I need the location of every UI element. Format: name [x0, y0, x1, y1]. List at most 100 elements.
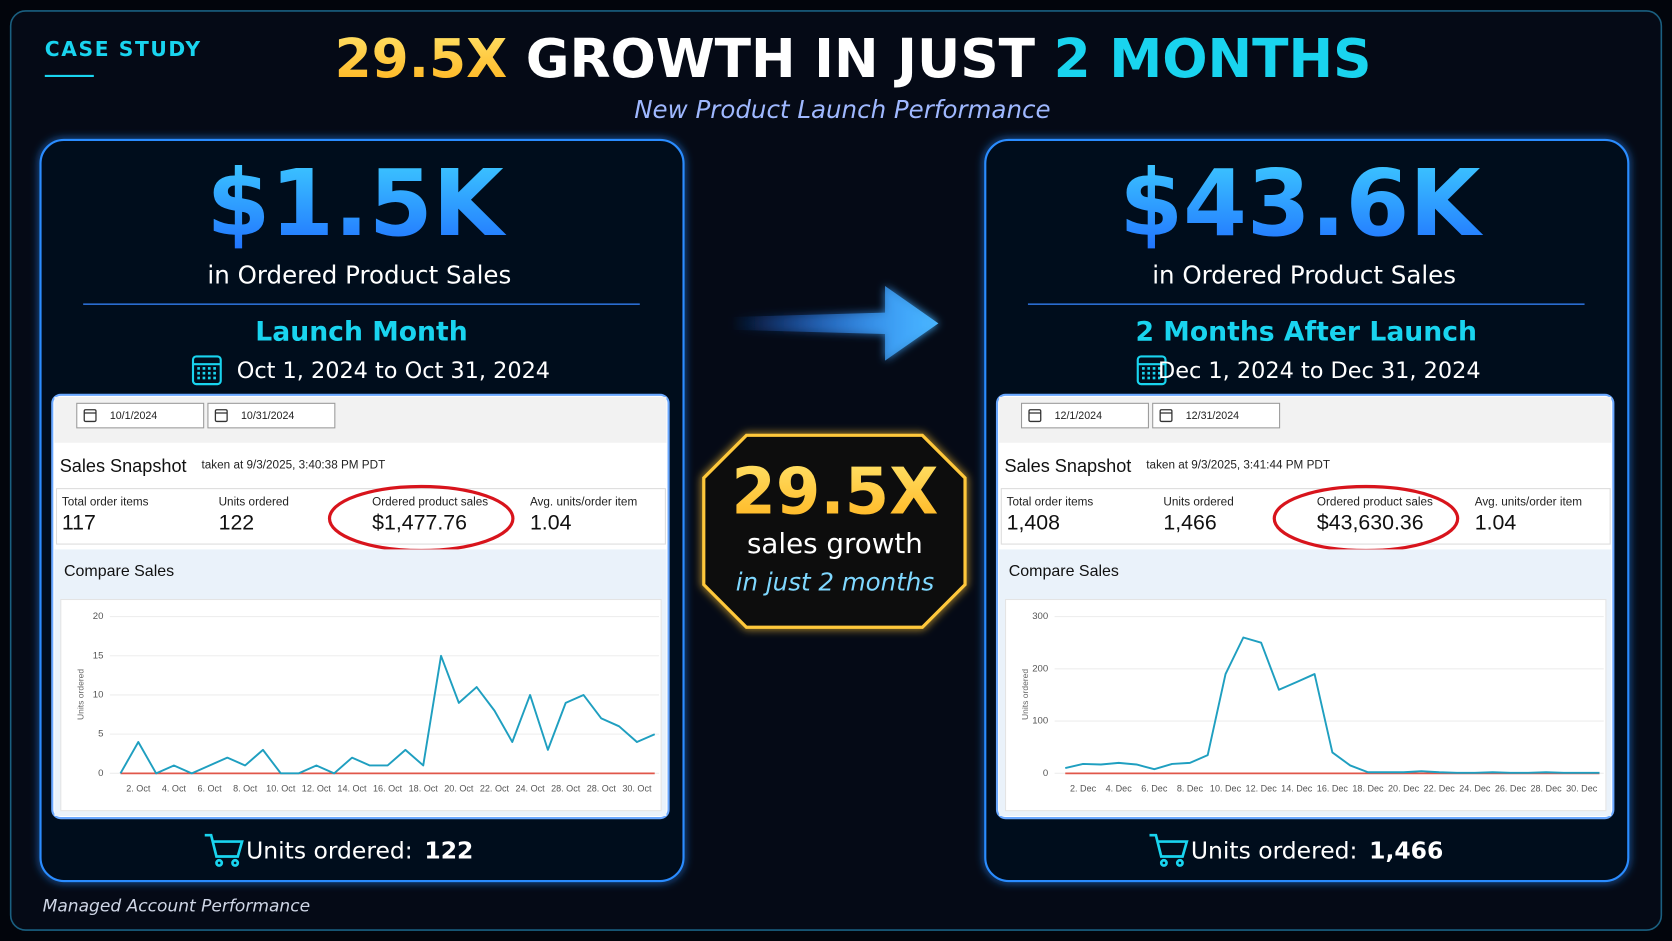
x-tick-label: 18. Dec [1352, 784, 1384, 794]
chart-area [1005, 598, 1607, 812]
calendar-icon [1142, 367, 1145, 370]
x-tick-label: 16. Oct [373, 784, 403, 794]
calendar-icon [214, 409, 228, 423]
calendar-icon [213, 367, 216, 370]
metric-value: $43,630.36 [1317, 510, 1424, 534]
calendar-icon [1158, 376, 1161, 380]
calendar-icon [1152, 376, 1156, 380]
x-tick-label: 28. Oct [551, 784, 581, 794]
date-input-text: 10/31/2024 [241, 410, 294, 422]
headline: 29.5X GROWTH IN JUST 2 MONTHS [335, 28, 1372, 90]
x-tick-label: 20. Oct [444, 784, 474, 794]
y-axis-label: Units ordered [75, 669, 85, 720]
metric-value: 117 [62, 510, 96, 534]
metric-value: 1,466 [1163, 510, 1216, 534]
units-value: 122 [424, 837, 473, 865]
y-tick-label: 5 [98, 729, 103, 740]
metric-label: Avg. units/order item [530, 496, 637, 509]
x-tick-label: 30. Dec [1566, 784, 1598, 794]
headline-part: GROWTH IN JUST [526, 28, 1036, 90]
snapshot-time: taken at 9/3/2025, 3:41:44 PM PDT [1146, 458, 1330, 471]
center-line: sales growth [747, 527, 923, 560]
calendar-icon [1147, 367, 1151, 370]
metrics-box [55, 488, 666, 545]
units-label: Units ordered: [246, 837, 413, 865]
x-tick-label: 4. Dec [1106, 784, 1133, 794]
x-tick-label: 4. Oct [162, 784, 187, 794]
x-tick-label: 2. Oct [126, 784, 151, 794]
line-series [1065, 636, 1600, 774]
units-label: Units ordered: [1191, 837, 1358, 865]
calendar-icon [202, 367, 206, 370]
calendar-icon [1152, 371, 1156, 375]
calendar-icon [1142, 376, 1145, 380]
amount: $43.6K [1119, 150, 1483, 257]
calendar-icon [1136, 355, 1167, 386]
compare-title: Compare Sales [1009, 563, 1119, 580]
x-tick-label: 24. Dec [1459, 784, 1491, 794]
date-input-text: 12/31/2024 [1186, 410, 1239, 422]
calendar-icon [213, 371, 216, 375]
calendar-icon [197, 376, 200, 380]
x-tick-label: 8. Dec [1177, 784, 1204, 794]
x-tick-label: 24. Oct [515, 784, 545, 794]
metric-value: $1,477.76 [372, 510, 467, 534]
subtitle: New Product Launch Performance [634, 95, 1050, 124]
x-tick-label: 30. Oct [622, 784, 652, 794]
x-tick-label: 10. Dec [1210, 784, 1242, 794]
date-input-text: 10/1/2024 [110, 410, 157, 422]
calendar-icon [213, 376, 216, 380]
footer: Managed Account Performance [43, 897, 310, 917]
x-tick-label: 6. Dec [1141, 784, 1168, 794]
units-value: 1,466 [1369, 837, 1443, 865]
y-tick-label: 0 [98, 768, 103, 779]
x-tick-label: 28. Oct [587, 784, 617, 794]
arrow [731, 286, 939, 361]
y-tick-label: 200 [1032, 663, 1048, 674]
cart-icon [1149, 833, 1189, 867]
calendar-icon [207, 371, 211, 375]
date-input [76, 402, 205, 429]
y-tick-label: 100 [1032, 716, 1048, 727]
y-tick-label: 10 [93, 689, 104, 700]
calendar-icon [207, 367, 211, 370]
date-input-text: 12/1/2024 [1055, 410, 1102, 422]
x-tick-label: 18. Oct [409, 784, 439, 794]
calendar-icon [191, 355, 222, 386]
date-input [1021, 402, 1149, 429]
calendar-icon [197, 367, 200, 370]
compare-title: Compare Sales [64, 563, 174, 580]
metric-label: Ordered product sales [1317, 496, 1433, 509]
metric-value: 1.04 [530, 510, 572, 534]
metrics-box [1000, 488, 1611, 545]
metric-label: Ordered product sales [372, 496, 488, 509]
calendar-icon [197, 371, 200, 375]
calendar-icon [1158, 371, 1161, 375]
metric-label: Total order items [1007, 496, 1094, 509]
y-tick-label: 300 [1032, 611, 1048, 622]
period: Launch Month [255, 316, 467, 347]
headline-part: 29.5X [335, 28, 508, 90]
x-tick-label: 6. Oct [197, 784, 222, 794]
center-box [702, 433, 967, 629]
center-value: 29.5X [731, 456, 938, 530]
calendar-icon [1147, 371, 1151, 375]
badge: CASE STUDY [45, 37, 202, 61]
x-tick-label: 26. Dec [1495, 784, 1527, 794]
amount-caption: in Ordered Product Sales [207, 260, 511, 289]
x-tick-label: 12. Oct [302, 784, 332, 794]
y-tick-label: 20 [93, 611, 104, 622]
calendar-icon [202, 376, 206, 380]
chart-area [60, 598, 662, 812]
calendar-icon [1028, 409, 1042, 423]
center-line: in just 2 months [736, 568, 935, 597]
calendar-icon [1142, 371, 1145, 375]
x-tick-label: 10. Oct [266, 784, 296, 794]
x-tick-label: 12. Dec [1246, 784, 1278, 794]
metric-label: Total order items [62, 496, 149, 509]
dates: Dec 1, 2024 to Dec 31, 2024 [1158, 358, 1481, 384]
x-tick-label: 14. Oct [337, 784, 367, 794]
snapshot-title: Sales Snapshot [1004, 456, 1131, 476]
calendar-icon [1158, 367, 1161, 370]
